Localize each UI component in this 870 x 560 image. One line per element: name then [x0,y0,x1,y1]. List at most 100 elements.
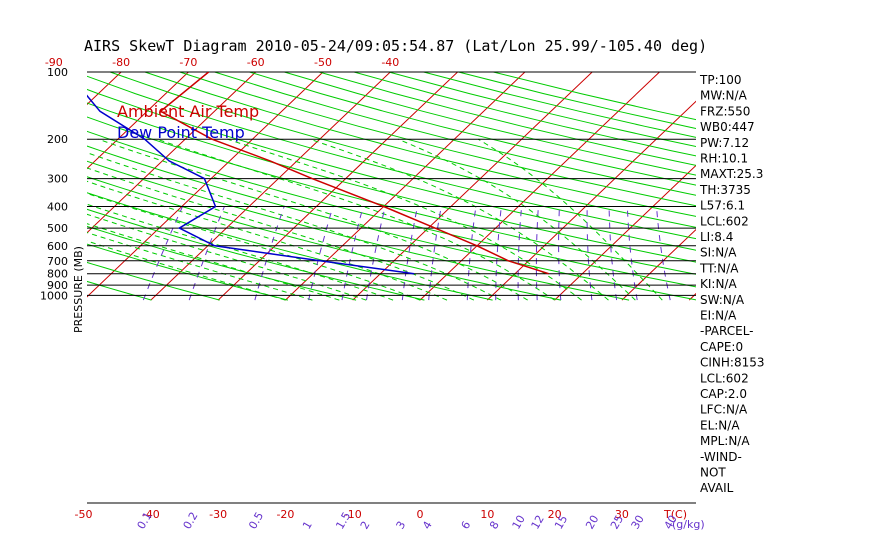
sounding-stat: EL:N/A [700,418,740,432]
dry-adiabat-line [87,243,289,301]
sounding-stat: WB0:447 [700,120,755,134]
moist-adiabat-line [87,213,367,301]
sounding-stat: TP:100 [699,73,742,87]
mixing-ratio-line [308,206,334,301]
dry-adiabat-line [353,72,696,157]
dry-adiabat-line [87,192,493,301]
isotherm-line [150,72,391,301]
mixing-ratio-line [341,206,364,301]
sounding-stat: NOT [700,466,726,480]
mixing-ratio-line [626,206,638,301]
isotherm-line [757,72,870,300]
isotherm-line [87,72,189,170]
moist-adiabat-line [397,138,636,301]
dry-adiabat-line [87,130,696,288]
moist-adiabat-line [87,240,286,301]
sounding-stat: MW:N/A [700,89,748,103]
mixing-ratio-unit: (g/kg) [672,518,705,531]
ambient-air-temp-line [159,72,549,275]
moist-adiabat-line [87,167,475,301]
y-axis-label: PRESSURE (MB) [72,246,85,333]
mixing-ratio-label: 30 [629,513,647,532]
sounding-stat: LFC:N/A [700,403,748,417]
top-temp-tick-label: -60 [247,56,265,69]
sounding-stat: TT:N/A [699,261,739,275]
dry-adiabat-line [423,72,696,138]
dry-adiabat-line [214,72,696,196]
bottom-temp-tick-label: -50 [75,508,93,521]
bottom-temp-tick-label: -20 [276,508,294,521]
sounding-stat: CAPE:0 [700,340,743,354]
mixing-ratio-label: 25 [608,513,626,532]
dry-adiabat-line [109,72,696,228]
bottom-temp-tick-labels: -50 -40 -30 -20 -10 0 10 20 30 T(C) [75,508,687,521]
mixing-ratio-line [656,206,671,301]
sounding-stat: TH:3735 [699,183,751,197]
mixing-ratio-label: 20 [583,513,601,532]
bottom-unit-label: T(C) [663,508,687,521]
top-temp-tick-label: -70 [179,56,197,69]
moist-adiabat-line [309,138,609,301]
mixing-ratio-label: 10 [510,513,528,532]
pressure-tick-label: 300 [47,173,68,186]
bottom-temp-tick-label: 0 [417,508,424,521]
pressure-tick-label: 900 [47,279,68,292]
mixing-ratio-label: 8 [487,519,502,532]
pressure-tick-label: 500 [47,222,68,235]
top-temp-tick-label: -50 [314,56,332,69]
sounding-stat: EI:N/A [700,309,737,323]
pressure-tick-label: 800 [47,268,68,281]
dry-adiabat-line [87,280,152,301]
dry-adiabat-line [87,160,630,301]
mixing-ratio-line [254,206,285,301]
isotherm-line [0,72,54,300]
mixing-ratio-line [401,206,418,301]
legend-dew-point-temp: Dew Point Temp [117,123,245,142]
moist-adiabat-line [87,152,502,301]
mixing-ratio-label: 3 [394,519,409,532]
dry-adiabat-line [87,88,696,251]
isobar-lines [87,71,696,504]
moist-adiabat-line [227,138,582,301]
dew-point-temp-line [87,94,415,275]
top-temp-tick-label: -90 [45,56,63,69]
mixing-ratio-label: 15 [552,513,570,532]
sounding-stat: AVAIL [700,481,734,495]
top-temp-tick-label: -40 [381,56,399,69]
sounding-stat: -PARCEL- [700,324,754,338]
sounding-stat: LI:8.4 [700,230,733,244]
moist-adiabat-line [87,223,340,301]
mixing-ratio-label: 4 [420,519,435,532]
mixing-ratio-label: 0.2 [181,510,201,532]
mixing-ratio-label: 0.5 [246,510,266,532]
plot-grid [0,72,870,301]
dry-adiabat-line [249,72,696,186]
pressure-tick-label: 100 [47,66,68,79]
sounding-stat: SI:N/A [700,246,737,260]
pressure-tick-label: 200 [47,133,68,146]
dry-adiabat-line [318,72,696,166]
dry-adiabat-line [144,72,696,217]
sounding-stat: CAP:2.0 [700,387,747,401]
moist-adiabat-line [87,203,394,301]
mixing-ratio-line [366,206,386,301]
mixing-ratio-label: 1 [300,519,315,532]
bottom-temp-tick-label: 20 [548,508,562,521]
sounding-stat: MAXT:25.3 [700,167,763,181]
sounding-stat: -WIND- [700,450,742,464]
dry-adiabat-line [179,72,696,207]
moist-adiabat-line [87,180,448,301]
bottom-temp-tick-label: -10 [344,508,362,521]
isotherm-line [419,72,660,301]
mixing-ratio-label: 40 [662,513,680,532]
profile-lines [87,72,549,275]
bottom-temp-tick-label: -30 [209,508,227,521]
legend-ambient-air-temp: Ambient Air Temp [117,102,259,121]
dry-adiabat-line [493,72,696,121]
sounding-stat: PW:7.12 [700,136,749,150]
bottom-temp-tick-label: 30 [615,508,629,521]
mixing-ratio-label: 2 [358,519,373,532]
bottom-temp-tick-label: -40 [142,508,160,521]
